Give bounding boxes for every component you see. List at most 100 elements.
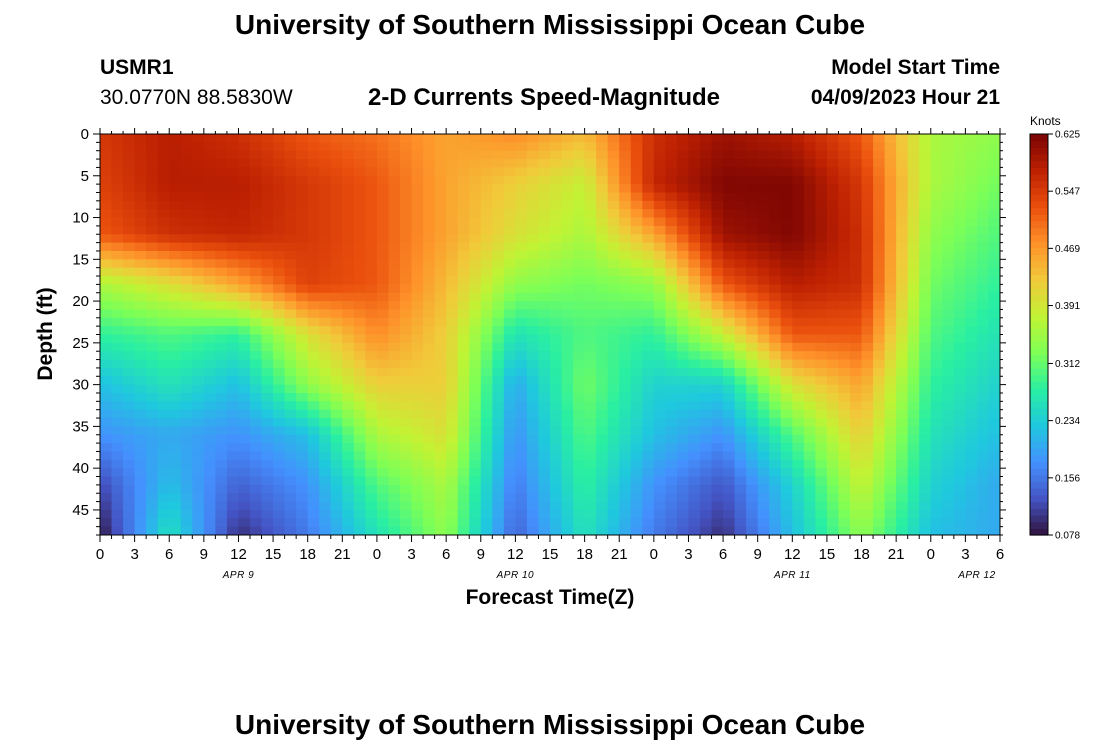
heatmap-cell [630,259,643,269]
heatmap-cell [123,342,136,352]
heatmap-cell [607,184,620,194]
heatmap-cell [919,501,932,511]
heatmap-cell [930,501,943,511]
heatmap-cell [815,501,828,511]
heatmap-cell [273,209,286,219]
heatmap-cell [861,142,874,152]
heatmap-cell [538,326,551,336]
heatmap-cell [803,209,816,219]
heatmap-cell [261,225,274,235]
heatmap-cell [642,267,655,277]
heatmap-cell [434,367,447,377]
heatmap-cell [307,150,320,160]
heatmap-cell [411,234,424,244]
heatmap-cell [803,301,816,311]
heatmap-cell [480,192,493,202]
heatmap-cell [423,292,436,302]
heatmap-cell [446,401,459,411]
heatmap-cell [607,418,620,427]
x-tick-label: 6 [442,546,450,563]
y-tick-label: 30 [72,377,89,394]
heatmap-cell [411,459,424,469]
heatmap-cell [838,250,851,260]
heatmap-cell [861,301,874,311]
heatmap-cell [884,434,897,444]
heatmap-cell [676,443,690,453]
heatmap-cell [596,376,609,386]
heatmap-cell [573,184,586,194]
heatmap-cell [838,292,851,302]
heatmap-cell [503,234,516,244]
heatmap-cell [976,451,990,461]
heatmap-cell [180,184,193,194]
heatmap-cell [388,518,401,528]
heatmap-cell [734,468,747,478]
heatmap-cell [273,409,286,419]
heatmap-cell [192,326,205,336]
heatmap-cell [573,267,586,277]
heatmap-cell [953,309,966,319]
heatmap-cell [365,451,378,461]
heatmap-cell [550,443,563,453]
heatmap-cell [469,443,482,453]
heatmap-cell [134,200,147,210]
heatmap-cell [896,317,909,327]
heatmap-cell [261,301,274,311]
heatmap-cell [850,351,863,361]
heatmap-cell [642,142,655,152]
heatmap-cell [515,459,528,469]
heatmap-cell [861,250,874,260]
heatmap-cell [423,317,436,327]
heatmap-cell [607,259,620,269]
heatmap-cell [446,326,459,336]
heatmap-cell [146,468,159,478]
heatmap-cell [896,250,909,260]
heatmap-cell [907,184,920,194]
heatmap-cell [723,192,736,202]
heatmap-cell [215,150,228,160]
heatmap-cell [388,301,401,311]
heatmap-cell [746,342,759,352]
heatmap-cell [630,192,643,202]
heatmap-cell [526,250,540,260]
heatmap-cell [515,443,528,453]
heatmap-cell [734,175,747,185]
heatmap-cell [769,384,782,394]
heatmap-cell [803,276,816,285]
heatmap-cell [492,276,505,285]
heatmap-cell [226,309,240,319]
heatmap-cell [953,175,966,185]
heatmap-cell [123,493,136,503]
heatmap-cell [330,276,343,285]
heatmap-cell [503,484,516,494]
heatmap-cell [711,418,724,427]
heatmap-cell [930,225,943,235]
heatmap-cell [446,434,459,444]
heatmap-cell [319,276,332,285]
heatmap-cell [400,401,413,411]
heatmap-cell [423,175,436,185]
heatmap-cell [907,326,920,336]
heatmap-cell [203,326,216,336]
heatmap-cell [630,250,643,260]
heatmap-cell [988,167,1000,177]
heatmap-cell [284,376,297,386]
heatmap-cell [826,192,840,202]
heatmap-cell [815,326,828,336]
heatmap-cell [515,334,528,344]
heatmap-cell [850,292,863,302]
heatmap-cell [919,426,932,436]
heatmap-cell [861,317,874,327]
heatmap-cell [111,159,124,169]
heatmap-cell [919,384,932,394]
heatmap-cell [596,526,609,535]
heatmap-cell [330,159,343,169]
colorbar-segment [1030,434,1048,443]
heatmap-cell [953,259,966,269]
heatmap-cell [261,334,274,344]
heatmap-cell [665,292,678,302]
heatmap-cell [653,459,666,469]
heatmap-cell [942,242,955,252]
heatmap-cell [665,426,678,436]
heatmap-cell [492,484,505,494]
